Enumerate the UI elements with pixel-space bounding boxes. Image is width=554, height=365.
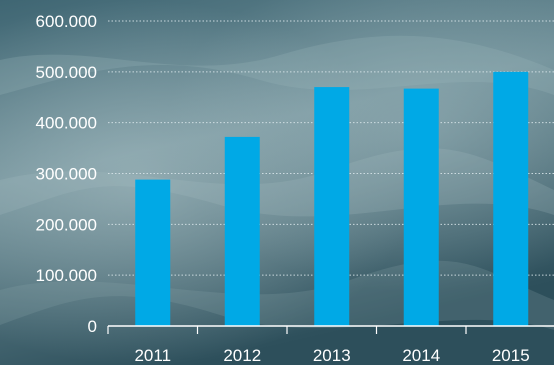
y-tick-label: 300.000 <box>36 165 97 184</box>
y-tick-label: 100.000 <box>36 266 97 285</box>
x-tick-label: 2012 <box>223 346 261 365</box>
y-tick-label: 600.000 <box>36 12 97 31</box>
bar-2015 <box>493 71 529 326</box>
bar-2012 <box>224 136 260 326</box>
y-tick-label: 500.000 <box>36 63 97 82</box>
y-tick-label: 400.000 <box>36 114 97 133</box>
bar-2013 <box>314 87 350 326</box>
x-tick-label: 2011 <box>134 346 171 365</box>
x-tick-label: 2014 <box>402 346 440 365</box>
y-tick-label: 200.000 <box>36 215 97 234</box>
x-tick-label: 2015 <box>492 346 530 365</box>
y-tick-label: 0 <box>88 317 97 336</box>
bar-2014 <box>403 88 439 326</box>
bar-2011 <box>135 179 171 326</box>
x-tick-label: 2013 <box>313 346 351 365</box>
